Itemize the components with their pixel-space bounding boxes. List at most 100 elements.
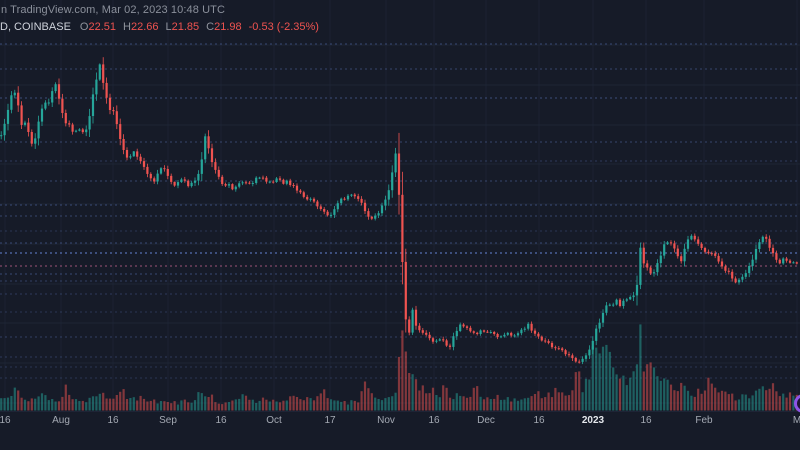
volume-bar bbox=[404, 351, 407, 411]
candlestick bbox=[319, 206, 322, 209]
volume-bar bbox=[452, 399, 455, 411]
candlestick bbox=[261, 177, 265, 179]
candlestick bbox=[516, 333, 520, 336]
volume-bar bbox=[618, 378, 622, 411]
candlestick bbox=[547, 341, 550, 343]
candlestick bbox=[302, 192, 305, 197]
candlestick bbox=[255, 177, 258, 183]
time-axis-separator bbox=[0, 411, 800, 412]
volume-bar bbox=[581, 392, 584, 411]
volume-bar bbox=[108, 398, 112, 411]
volume-bar bbox=[0, 398, 3, 411]
candlestick bbox=[193, 180, 197, 183]
candlestick bbox=[340, 198, 343, 204]
volume-bar bbox=[561, 392, 564, 411]
candle-wick bbox=[578, 359, 580, 364]
candle-wick bbox=[558, 346, 560, 351]
volume-bar bbox=[703, 390, 707, 411]
candlestick bbox=[506, 332, 509, 335]
volume-bar bbox=[285, 400, 288, 411]
volume-bar bbox=[537, 391, 540, 411]
candlestick bbox=[520, 329, 523, 334]
volume-bar bbox=[302, 400, 305, 411]
candlestick bbox=[476, 332, 479, 334]
volume-bar bbox=[261, 397, 265, 411]
volume-bar bbox=[768, 388, 771, 411]
volume-bar bbox=[61, 396, 64, 411]
candlestick bbox=[85, 129, 88, 133]
time-axis[interactable]: 16 Aug 16 Sep 16 Oct 17 Nov 16 Dec 16 2023 16 Feb M bbox=[0, 412, 800, 434]
volume-bar bbox=[792, 395, 795, 411]
candlestick bbox=[700, 243, 703, 248]
candlestick bbox=[95, 79, 98, 95]
candlestick bbox=[469, 327, 472, 332]
candlestick bbox=[608, 304, 611, 306]
volume-bar bbox=[639, 324, 642, 411]
volume-bar bbox=[591, 346, 594, 411]
candlestick bbox=[190, 182, 193, 187]
volume-bar bbox=[741, 394, 744, 411]
candlestick bbox=[663, 244, 666, 256]
volume-bar bbox=[608, 351, 611, 411]
volume-bar bbox=[326, 398, 329, 411]
volume-bar bbox=[387, 397, 390, 411]
time-axis-label: 17 bbox=[324, 415, 336, 426]
candlestick bbox=[275, 178, 278, 182]
volume-bar bbox=[241, 394, 244, 411]
candlestick bbox=[584, 355, 588, 359]
volume-bar bbox=[333, 400, 336, 411]
volume-bar bbox=[170, 403, 173, 411]
volume-bar bbox=[47, 400, 50, 411]
volume-bar bbox=[567, 395, 571, 411]
volume-bar bbox=[748, 398, 751, 411]
candlestick bbox=[180, 179, 183, 183]
candlestick bbox=[404, 261, 407, 320]
volume-bar bbox=[622, 375, 625, 411]
volume-bar bbox=[68, 394, 71, 411]
candlestick bbox=[578, 361, 581, 363]
volume-bar bbox=[510, 401, 513, 411]
candlestick bbox=[200, 159, 203, 174]
volume-bar bbox=[78, 401, 81, 411]
volume-bar bbox=[727, 394, 730, 411]
time-axis-label: 16 bbox=[533, 415, 545, 426]
close-value: 21.98 bbox=[214, 21, 242, 33]
volume-bar bbox=[17, 390, 20, 411]
open-value: 22.51 bbox=[88, 21, 116, 33]
candlestick bbox=[129, 156, 132, 158]
candlestick bbox=[676, 248, 679, 257]
volume-bar bbox=[210, 394, 214, 411]
candlestick bbox=[115, 111, 118, 125]
volume-bar bbox=[112, 398, 115, 411]
volume-bar bbox=[557, 392, 560, 411]
volume-bar bbox=[207, 397, 210, 411]
volume-bar bbox=[584, 378, 588, 411]
candlestick bbox=[27, 122, 30, 132]
candlestick bbox=[248, 182, 251, 184]
candlestick bbox=[503, 334, 506, 337]
volume-bar bbox=[411, 374, 414, 411]
volume-bar bbox=[448, 397, 452, 411]
volume-bar bbox=[37, 396, 40, 411]
volume-bar bbox=[737, 399, 741, 411]
candlestick bbox=[258, 177, 261, 179]
time-axis-label: 16 bbox=[0, 415, 11, 426]
volume-bar bbox=[397, 356, 401, 411]
candlestick bbox=[350, 194, 353, 196]
volume-bar bbox=[425, 393, 428, 411]
tradingview-watermark: n TradingView.com, Mar 02, 2023 10:48 UT… bbox=[1, 4, 226, 16]
candlestick bbox=[176, 182, 180, 186]
volume-bar bbox=[540, 398, 543, 411]
volume-bar bbox=[523, 398, 526, 411]
volume-bar bbox=[588, 379, 591, 411]
candlestick bbox=[146, 166, 149, 174]
candlestick bbox=[98, 64, 101, 80]
volume-bar bbox=[530, 396, 533, 411]
volume-bar bbox=[200, 393, 203, 411]
volume-bar bbox=[173, 401, 176, 411]
candlestick bbox=[336, 203, 339, 210]
symbol-ohlc-legend[interactable]: D, COINBASE O22.51 H22.66 L21.85 C21.98 -0.53… bbox=[0, 21, 319, 33]
time-axis-label: 16 bbox=[428, 415, 440, 426]
candlestick bbox=[561, 348, 564, 351]
